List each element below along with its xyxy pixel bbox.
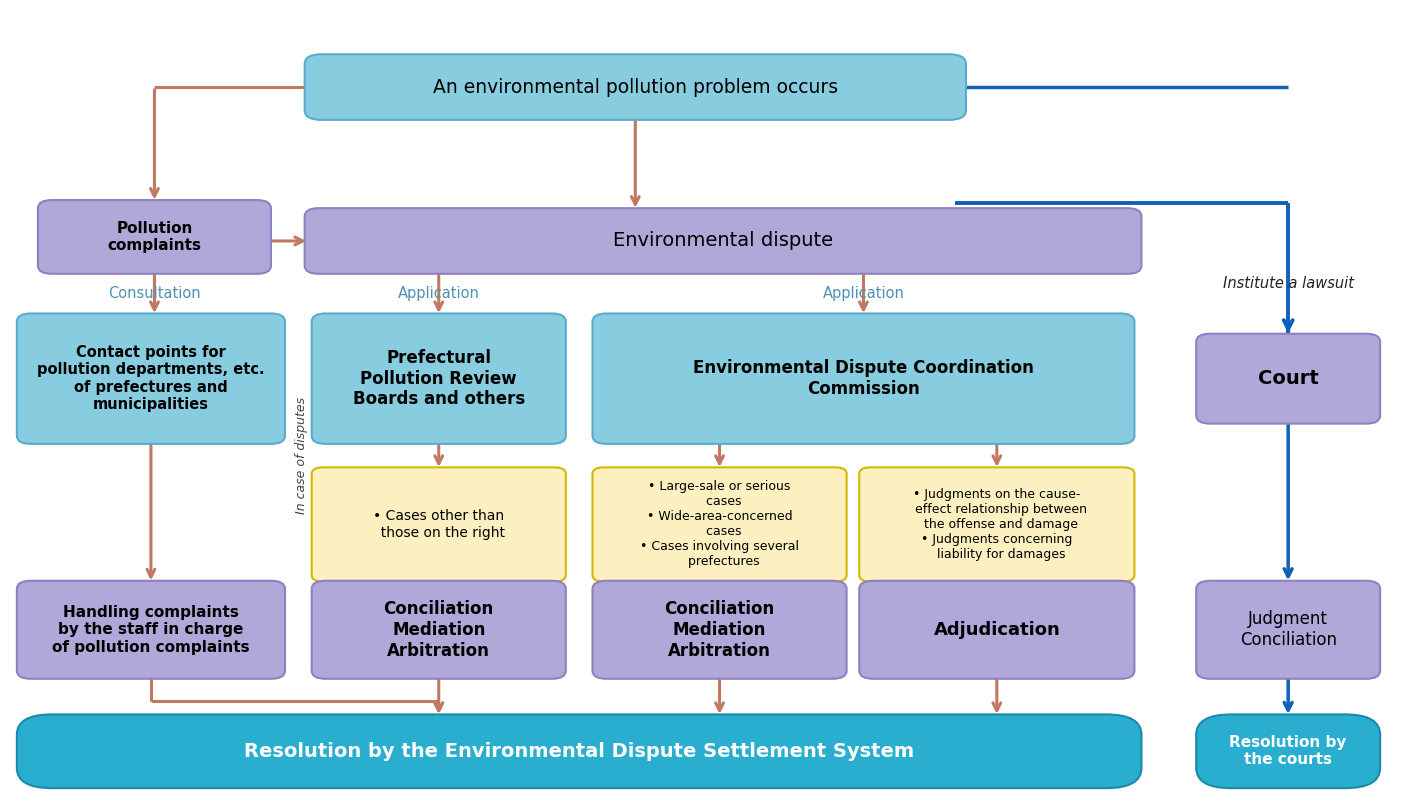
Text: In case of disputes: In case of disputes (295, 397, 309, 514)
Text: Consultation: Consultation (108, 286, 201, 301)
FancyBboxPatch shape (859, 467, 1134, 582)
FancyBboxPatch shape (17, 714, 1141, 788)
Text: Environmental Dispute Coordination
Commission: Environmental Dispute Coordination Commi… (694, 360, 1033, 398)
Text: Environmental dispute: Environmental dispute (614, 232, 833, 250)
Text: An environmental pollution problem occurs: An environmental pollution problem occur… (432, 78, 838, 96)
FancyBboxPatch shape (17, 581, 285, 679)
FancyBboxPatch shape (592, 313, 1134, 444)
FancyBboxPatch shape (1196, 334, 1380, 424)
FancyBboxPatch shape (859, 581, 1134, 679)
FancyBboxPatch shape (38, 200, 271, 274)
Text: Contact points for
pollution departments, etc.
of prefectures and
municipalities: Contact points for pollution departments… (37, 345, 265, 412)
Text: Prefectural
Pollution Review
Boards and others: Prefectural Pollution Review Boards and … (352, 349, 525, 408)
FancyBboxPatch shape (312, 581, 566, 679)
Text: Adjudication: Adjudication (934, 620, 1060, 639)
FancyBboxPatch shape (305, 54, 966, 120)
Text: Court: Court (1258, 369, 1318, 388)
FancyBboxPatch shape (305, 208, 1141, 274)
Text: Handling complaints
by the staff in charge
of pollution complaints: Handling complaints by the staff in char… (52, 605, 250, 654)
Text: Judgment
Conciliation: Judgment Conciliation (1240, 611, 1337, 649)
Text: Pollution
complaints: Pollution complaints (108, 220, 201, 253)
Text: Application: Application (397, 286, 480, 301)
FancyBboxPatch shape (1196, 714, 1380, 788)
Text: Conciliation
Mediation
Arbitration: Conciliation Mediation Arbitration (383, 600, 494, 659)
Text: Resolution by
the courts: Resolution by the courts (1230, 735, 1346, 768)
FancyBboxPatch shape (592, 581, 847, 679)
Text: Application: Application (823, 286, 904, 301)
Text: • Cases other than
  those on the right: • Cases other than those on the right (372, 509, 505, 539)
Text: Resolution by the Environmental Dispute Settlement System: Resolution by the Environmental Dispute … (244, 742, 914, 761)
FancyBboxPatch shape (312, 467, 566, 582)
FancyBboxPatch shape (17, 313, 285, 444)
Text: • Large-sale or serious
  cases
• Wide-area-concerned
  cases
• Cases involving : • Large-sale or serious cases • Wide-are… (640, 480, 799, 569)
Text: • Judgments on the cause-
  effect relationship between
  the offense and damage: • Judgments on the cause- effect relatio… (907, 488, 1087, 561)
Text: Conciliation
Mediation
Arbitration: Conciliation Mediation Arbitration (664, 600, 775, 659)
FancyBboxPatch shape (592, 467, 847, 582)
FancyBboxPatch shape (312, 313, 566, 444)
Text: Institute a lawsuit: Institute a lawsuit (1223, 276, 1353, 291)
FancyBboxPatch shape (1196, 581, 1380, 679)
